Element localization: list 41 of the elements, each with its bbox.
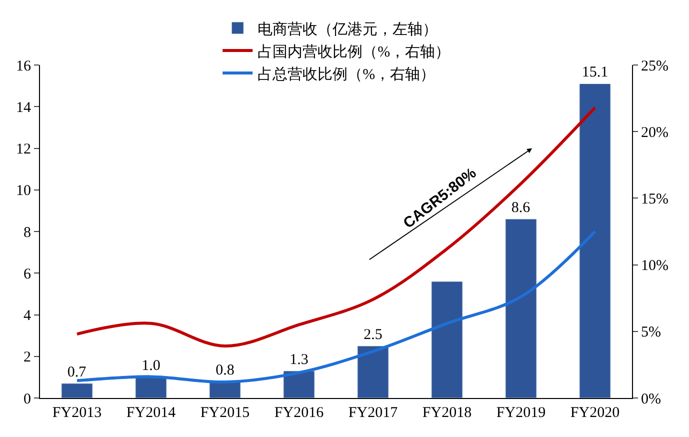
data-label: 15.1 — [582, 64, 608, 81]
data-label: 0.8 — [216, 362, 234, 378]
y-tick-label: 16 — [16, 58, 32, 74]
y-tick-label: 10 — [16, 183, 31, 200]
bar — [283, 370, 315, 398]
legend-label: 占总营收比例（%，右轴） — [258, 66, 436, 83]
legend-label: 电商营收（亿港元，左轴） — [258, 20, 438, 38]
y2-tick-label: 5% — [641, 324, 661, 341]
data-label: 0.7 — [67, 364, 87, 380]
x-tick-label: FY2018 — [422, 405, 472, 421]
y2-tick-label: 20% — [641, 124, 668, 141]
y2-tick-label: 25% — [641, 58, 668, 74]
data-label: 2.5 — [364, 326, 382, 343]
y-tick-label: 14 — [16, 100, 32, 116]
y2-tick-label: 15% — [641, 191, 668, 208]
bar — [357, 346, 389, 398]
x-tick-label: FY2019 — [496, 405, 546, 421]
legend-label: 占国内营收比例（%，右轴） — [258, 43, 450, 60]
bar — [505, 218, 537, 398]
x-tick-label: FY2017 — [348, 405, 398, 421]
y-tick-label: 6 — [24, 266, 32, 282]
data-label: 1.3 — [290, 352, 308, 368]
x-tick-label: FY2014 — [126, 405, 176, 421]
data-label: 8.6 — [511, 200, 531, 216]
y2-tick-label: 10% — [641, 258, 668, 274]
data-label: 1.0 — [142, 358, 160, 374]
bar — [61, 383, 93, 398]
x-tick-label: FY2015 — [200, 405, 250, 421]
line-series — [76, 106, 596, 348]
x-tick-label: FY2013 — [52, 405, 102, 421]
bar — [431, 281, 463, 398]
y-tick-label: 12 — [16, 142, 31, 158]
x-tick-label: FY2016 — [274, 405, 324, 421]
y-tick-label: 2 — [24, 350, 31, 366]
y-tick-label: 4 — [24, 308, 32, 324]
y-tick-label: 8 — [24, 224, 31, 241]
x-tick-label: FY2020 — [570, 405, 620, 421]
y-tick-label: 0 — [24, 391, 31, 408]
y2-tick-label: 0% — [641, 391, 661, 408]
bar — [135, 376, 167, 398]
bar — [579, 83, 611, 398]
